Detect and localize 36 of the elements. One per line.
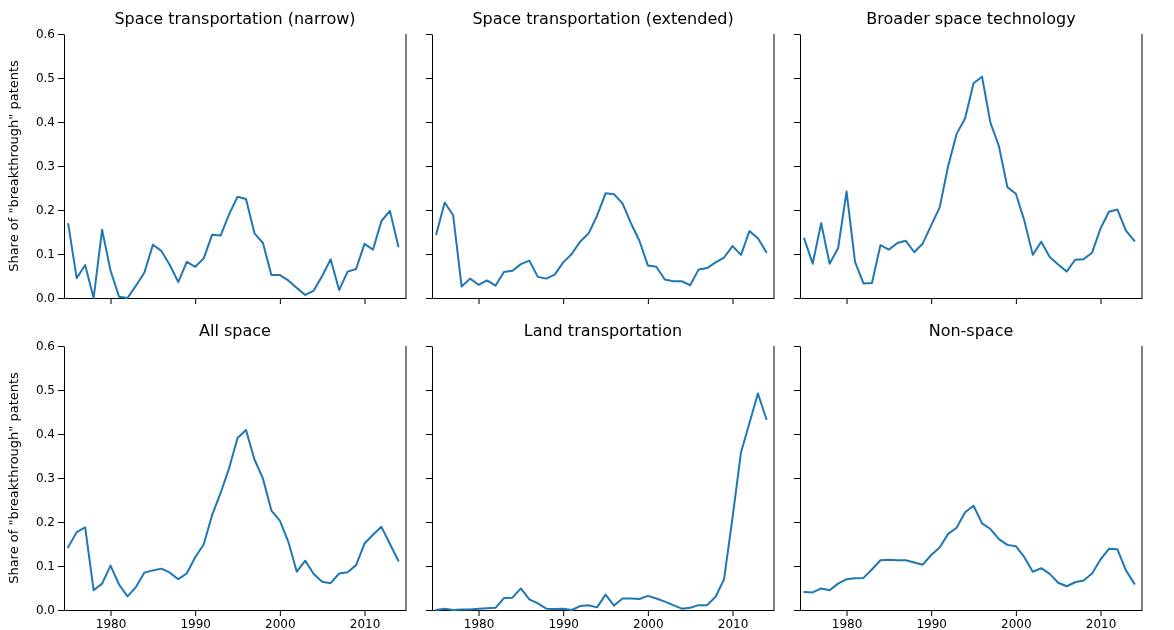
y-tick-label: 0.6 bbox=[35, 339, 55, 354]
x-tick-label: 2010 bbox=[1085, 616, 1117, 630]
y-tick-label: 0.3 bbox=[35, 471, 55, 486]
y-tick-label: 0.0 bbox=[35, 291, 55, 306]
y-tick-label: 0.1 bbox=[35, 247, 55, 262]
y-axis-title: Share of "breakthrough" patents bbox=[6, 59, 21, 272]
y-tick-label: 0.4 bbox=[35, 427, 55, 442]
line-series bbox=[67, 429, 400, 598]
x-tick-label: 1980 bbox=[463, 616, 495, 630]
y-tick-label: 0.5 bbox=[35, 383, 55, 398]
y-tick-label: 0.3 bbox=[35, 159, 55, 174]
y-tick-label: 0.2 bbox=[35, 203, 55, 218]
x-tick-label: 1980 bbox=[831, 616, 863, 630]
x-tick-label: 2000 bbox=[265, 616, 296, 630]
chart-title: All space bbox=[199, 321, 271, 340]
y-tick-label: 0.6 bbox=[35, 27, 55, 42]
x-tick-label: 2010 bbox=[349, 616, 381, 630]
y-axis-title: Share of "breakthrough" patents bbox=[6, 371, 21, 584]
y-tick-label: 0.0 bbox=[35, 603, 55, 618]
y-tick-label: 0.4 bbox=[35, 115, 55, 130]
x-tick-label: 1980 bbox=[95, 616, 127, 630]
x-tick-label: 2000 bbox=[1001, 616, 1032, 630]
chart-title: Space transportation (narrow) bbox=[114, 9, 356, 28]
x-tick-label: 2010 bbox=[717, 616, 749, 630]
chart-title: Land transportation bbox=[523, 321, 683, 340]
y-tick-label: 0.5 bbox=[35, 71, 55, 86]
chart-title: Non-space bbox=[928, 321, 1014, 340]
y-tick-label: 0.2 bbox=[35, 515, 55, 530]
chart-title: Broader space technology bbox=[866, 9, 1076, 28]
x-tick-label: 1990 bbox=[548, 616, 579, 630]
x-tick-label: 1990 bbox=[916, 616, 947, 630]
x-tick-label: 1990 bbox=[180, 616, 211, 630]
line-series bbox=[67, 195, 400, 299]
y-tick-label: 0.1 bbox=[35, 559, 55, 574]
chart-title: Space transportation (extended) bbox=[472, 9, 734, 28]
x-tick-label: 2000 bbox=[633, 616, 664, 630]
